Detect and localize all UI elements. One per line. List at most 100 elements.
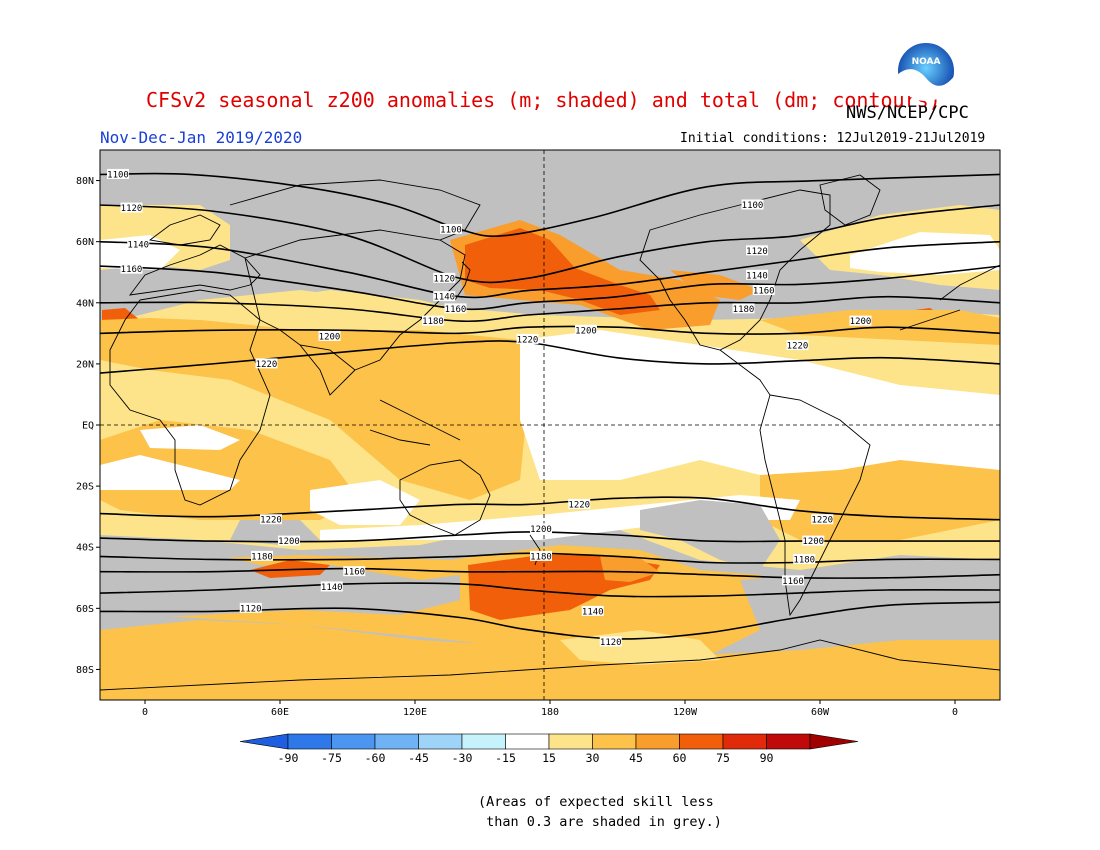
contour-label-bg [530,550,552,561]
lon-label: 0 [142,707,148,718]
contour-label: 1140 [746,271,768,281]
organization-label: NWS/NCEP/CPC [846,103,969,123]
legend-swatch [418,733,463,750]
contour-label-bg [318,330,341,341]
contour-label: 1180 [733,305,755,315]
lon-label: 120E [403,707,427,718]
legend-label: -45 [408,751,429,765]
contour-label-bg [581,605,604,616]
contour-label: 1160 [343,568,365,578]
contour-label-bg [239,602,262,613]
contour-label-bg [746,269,768,280]
contour-label-bg [255,358,278,369]
lon-label: 120W [673,707,698,718]
legend-label: 75 [716,751,730,765]
contour-1180 [100,295,1000,323]
lat-label: 20S [76,482,94,493]
contour-label: 1100 [742,201,764,211]
legend-label: -90 [278,751,299,765]
initial-conditions-label: Initial conditions: 12Jul2019-21Jul2019 [680,131,986,146]
contour-label-bg [444,303,467,314]
contour-label-bg [120,202,143,213]
contour-label: 1200 [278,537,300,547]
anomaly-neutral-africa [100,455,240,490]
lat-label: 80N [76,176,94,187]
contour-label: 1200 [802,537,824,547]
contour-label: 1120 [746,247,768,257]
legend-swatch [331,733,376,750]
contour-label: 1100 [440,225,462,235]
contour-label-bg [433,272,456,283]
contour-1160 [100,567,1000,579]
lat-label: 60S [76,604,94,615]
map-axes: 80N 60N 40N 20N EQ 20S 40S 60S 80S 0 60E 120E 180 120… [76,176,958,718]
contour-label-bg [599,636,622,647]
legend-label: 45 [629,751,643,765]
lon-label: 0 [952,707,958,718]
legend-arrow-low [239,733,289,750]
legend-swatch [766,733,811,750]
contour-label-bg [278,535,300,546]
contour-label: 1220 [260,516,282,526]
legend-swatch [461,733,506,750]
contour-label: 1220 [787,342,809,352]
contour-label: 1120 [433,274,455,284]
season-label: Nov-Dec-Jan 2019/2020 [100,128,303,147]
contour-label-bg [251,550,273,561]
contour-label-bg [746,245,768,256]
contour-label-bg [516,333,539,344]
contour-label-bg [575,324,597,335]
contour-label-bg [120,263,143,274]
legend-swatch [287,733,332,750]
contour-label: 1200 [530,525,552,535]
anomaly-neutral-indian [310,480,420,525]
legend-swatch [548,733,593,750]
skill-note: (Areas of expected skill less than 0.3 a… [478,794,722,830]
anomaly-neutral-pacific [520,330,1000,480]
legend-swatch [679,733,724,750]
anomaly-45-60-north-america [670,270,760,300]
contour-label-bg [782,575,804,586]
contour-label-bg [849,315,872,326]
legend-arrow-high [809,733,859,750]
contour-label: 1140 [321,583,343,593]
noaa-logo-icon: NOAA [896,41,956,101]
contour-1140 [100,240,1000,299]
coastlines [100,174,1000,691]
contour-label-bg [568,498,591,509]
contour-label: 1220 [517,335,539,345]
contour-label: 1180 [422,317,444,327]
contour-label: 1200 [575,326,597,336]
contour-label-bg [260,514,282,525]
lon-label: 60E [271,707,289,718]
legend-swatch [505,733,550,750]
legend-swatch [374,733,419,750]
legend-label: 15 [542,751,556,765]
contour-label-bg [752,285,775,296]
contour-label: 1120 [600,638,622,648]
contour-label: 1140 [127,241,149,251]
contour-1120 [100,601,1000,640]
legend-label: -75 [321,751,342,765]
contour-label: 1220 [811,516,833,526]
contour-label: 1140 [433,293,455,303]
contour-label-bg [741,199,764,210]
legend-swatch [722,733,767,750]
contour-label-bg [793,553,816,564]
contour-label-bg [343,566,366,577]
contour-label-bg [107,168,129,179]
anomaly-45-60-south-pacific [600,556,660,582]
contour-label: 1160 [782,577,804,587]
contour-label-bg [440,223,462,234]
contour-labels: 1100110011001120112011201140114011401160… [107,168,872,648]
contour-label-bg [433,291,456,302]
contour-label: 1180 [530,552,552,562]
contour-label-bg [732,303,755,314]
contour-1120 [100,204,1000,284]
contour-label-bg [320,581,343,592]
contour-label: 1200 [850,317,872,327]
contour-label: 1180 [251,552,273,562]
contour-label-bg [422,315,444,326]
